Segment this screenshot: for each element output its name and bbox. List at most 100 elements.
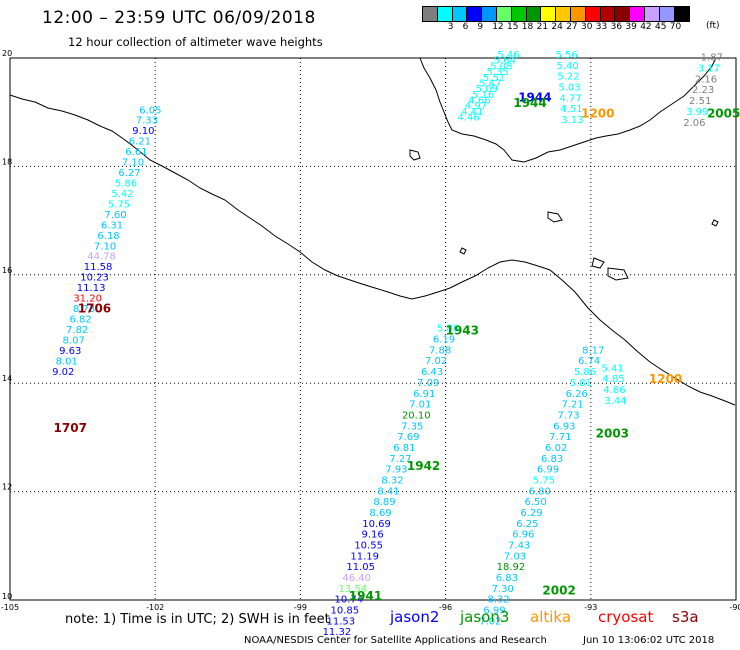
wave-height-value: 7.60 (104, 210, 126, 221)
wave-height-value: 5.16 (472, 90, 494, 101)
wave-height-value: 2.06 (683, 118, 705, 129)
wave-height-value: 7.43 (508, 541, 530, 552)
credit-line: NOAA/NESDIS Center for Satellite Applica… (244, 635, 547, 646)
wave-height-value: 9.16 (361, 530, 383, 541)
scale-swatch (496, 7, 512, 21)
wave-height-value: 20.10 (402, 410, 431, 421)
wave-height-value: 5.47 (479, 78, 501, 89)
wave-height-value: 11.32 (323, 627, 352, 638)
scale-label: 18 (521, 22, 534, 32)
island-2 (547, 211, 563, 223)
wave-height-value: 6.02 (545, 443, 567, 454)
scale-swatch (437, 7, 453, 21)
wave-height-value: 7.01 (409, 400, 431, 411)
color-scale-unit: (ft) (706, 21, 720, 31)
wave-height-value: 4.46 (457, 113, 479, 124)
wave-height-value: 13.54 (338, 584, 367, 595)
north-track-b: 5.565.405.225.034.774.513.13 (555, 50, 583, 126)
wave-height-value: 5.46 (497, 50, 519, 61)
legend-item-jason2: jason2 (390, 608, 440, 626)
wave-height-value: 6.19 (433, 335, 455, 346)
wave-height-value: 4.66 (468, 96, 490, 107)
scale-swatch (423, 7, 438, 21)
wave-height-value: 6.80 (529, 486, 551, 497)
longitude-tick-label: -102 (146, 603, 164, 612)
latitude-tick-label: 10 (2, 592, 12, 601)
wave-height-value: 9.63 (59, 346, 81, 357)
scale-swatch (644, 7, 660, 21)
wave-height-value: 6.25 (516, 519, 538, 530)
generated-timestamp: Jun 10 13:06:02 UTC 2018 (583, 635, 715, 646)
wave-height-value: 8.07 (63, 335, 85, 346)
scale-swatch (600, 7, 616, 21)
wave-height-value: 7.71 (549, 432, 571, 443)
wave-height-value: 9.02 (52, 367, 74, 378)
wave-height-value: 5.22 (557, 72, 579, 83)
pass-time-label: 2002 (542, 584, 575, 598)
wave-height-value: 5.81 (570, 378, 592, 389)
coastline (9, 57, 736, 406)
legend-item-jason3: jason3 (460, 608, 510, 626)
wave-height-value: 6.99 (537, 465, 559, 476)
wave-height-value: 3.99 (686, 107, 708, 118)
wave-height-value: 6.91 (413, 389, 435, 400)
scale-swatch (541, 7, 557, 21)
wave-height-value: 2.23 (692, 85, 714, 96)
wave-height-value: 6.26 (566, 389, 588, 400)
scale-label: 33 (595, 22, 608, 32)
longitude-tick-label: -96 (439, 603, 452, 612)
wave-height-value: 5.42 (111, 189, 133, 200)
latitude-tick-label: 20 (2, 49, 12, 58)
wave-height-value: 3.17 (698, 64, 720, 75)
island-3 (591, 257, 605, 269)
wave-height-value: 4.85 (602, 374, 624, 385)
wave-height-value: 4.77 (559, 93, 581, 104)
latitude-tick-label: 12 (2, 483, 12, 492)
pass-time-label: 1200 (581, 107, 614, 121)
longitude-tick-label: -90 (729, 603, 740, 612)
wave-height-value: 5.88 (437, 324, 459, 335)
wave-height-value: 2.51 (689, 96, 711, 107)
wave-height-value: 4.51 (560, 104, 582, 115)
scale-label: 21 (536, 22, 549, 32)
wave-height-value: 5.75 (108, 199, 130, 210)
wave-height-value: 5.64 (494, 56, 516, 67)
wave-height-value: 7.03 (504, 551, 526, 562)
latitude-tick-label: 16 (2, 266, 12, 275)
axis-tick-labels: -105 -102 -99 -96 -93 -90 20 18 16 14 12 10 (1, 49, 740, 612)
island-6 (711, 219, 719, 227)
legend-item-cryosat: cryosat (598, 608, 654, 626)
color-scale-bar (422, 6, 691, 22)
scale-label: 39 (625, 22, 637, 32)
wave-height-value: 4.41 (461, 107, 483, 118)
wave-height-value: 7.09 (417, 378, 439, 389)
scale-swatch (556, 7, 571, 21)
wave-height-value: 7.02 (425, 356, 447, 367)
wave-height-value: 6.96 (512, 530, 534, 541)
wave-height-value: 6.27 (118, 168, 140, 179)
west-track: 6.057.339.106.216.617.106.275.865.425.75… (52, 105, 161, 378)
scale-swatch (659, 7, 675, 21)
pass-time-label: 1941 (349, 589, 382, 603)
jason2-central: 5.886.197.887.026.437.096.917.0120.107.3… (323, 324, 460, 639)
wave-height-value: 5.08 (490, 61, 512, 72)
pass-time-label: 1706 (78, 302, 111, 316)
wave-height-value: 10.55 (354, 541, 383, 552)
wave-height-value: 6.83 (541, 454, 563, 465)
wave-height-value: 6.61 (125, 147, 147, 158)
longitude-tick-label: -99 (294, 603, 307, 612)
wave-height-value: 31.20 (73, 294, 102, 305)
wave-height-value: 11.05 (346, 562, 375, 573)
scale-label: 3 (447, 22, 454, 32)
wave-height-value: 10.23 (80, 273, 109, 284)
wave-height-value: 11.58 (84, 262, 113, 273)
pass-time-label: 1943 (446, 323, 479, 337)
scale-swatch (482, 7, 497, 21)
wave-height-value: 10.69 (362, 519, 391, 530)
wave-height-value: 2.16 (695, 74, 717, 85)
legend-item-altika: altika (530, 608, 572, 626)
wave-height-value: 18.92 (497, 562, 526, 573)
pass-time-label: 1944 (518, 90, 551, 104)
